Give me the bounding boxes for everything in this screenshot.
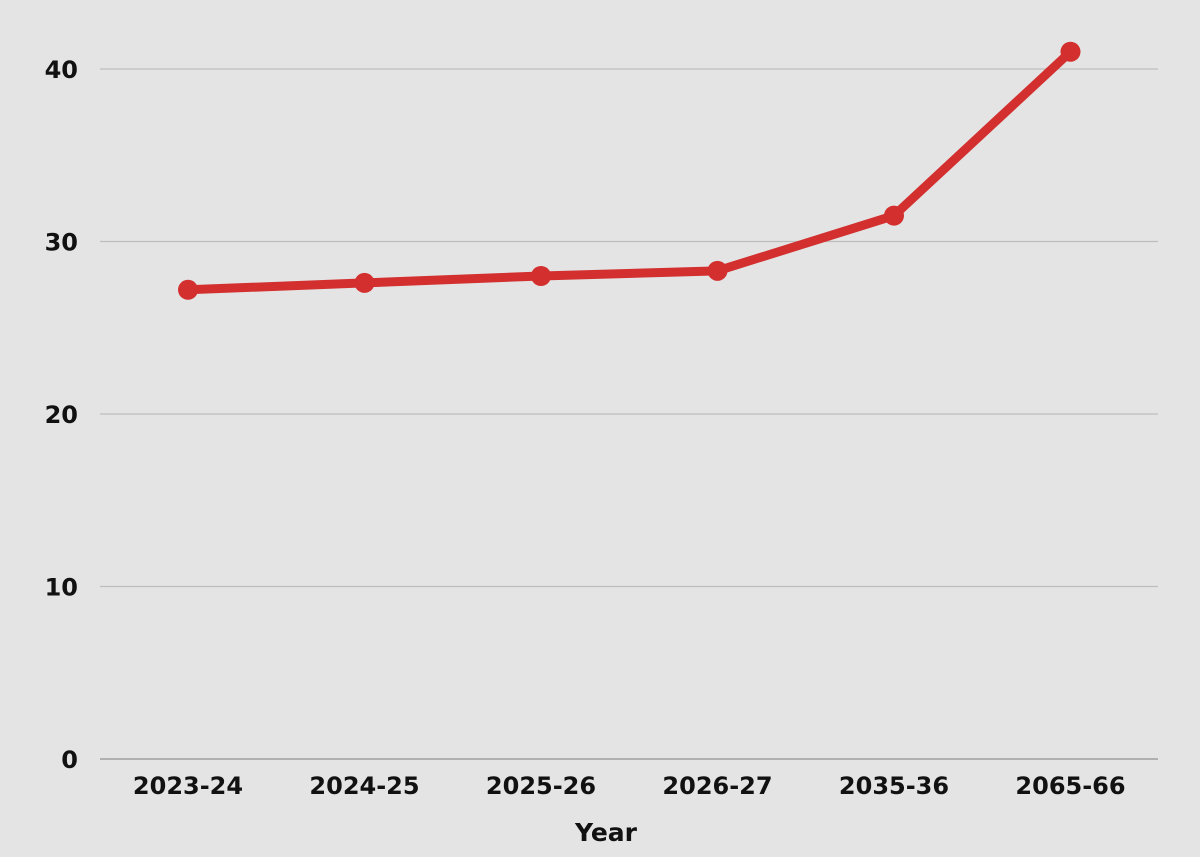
y-tick-label-0: 0: [61, 746, 78, 774]
data-point-2023-24: [178, 279, 198, 300]
x-tick-label-2035-36: 2035-36: [839, 772, 949, 800]
x-tick-label-2025-26: 2025-26: [486, 772, 596, 800]
data-point-2026-27: [707, 260, 728, 281]
y-tick-label-10: 10: [45, 574, 78, 602]
data-point-2024-25: [354, 272, 375, 293]
x-axis-ticks: 2023-24 2024-25 2025-26 2026-27 2035-36 2065-…: [133, 772, 1126, 800]
grid-layer: [100, 68, 1158, 760]
y-tick-label-20: 20: [45, 401, 78, 429]
data-point-2035-36: [884, 205, 904, 226]
x-tick-label-2024-25: 2024-25: [309, 772, 419, 800]
data-point-2025-26: [531, 266, 551, 286]
series-layer: [178, 41, 1081, 300]
y-tick-label-40: 40: [45, 56, 78, 84]
x-tick-label-2023-24: 2023-24: [133, 772, 243, 800]
y-tick-label-30: 30: [45, 229, 78, 257]
y-axis-ticks: 0 10 20 30 40: [45, 56, 78, 774]
x-tick-label-2026-27: 2026-27: [662, 772, 772, 800]
data-point-2065-66: [1060, 41, 1081, 62]
x-axis-title: Year: [574, 818, 638, 847]
series-line-0: [183, 47, 1075, 295]
x-tick-label-2065-66: 2065-66: [1015, 772, 1125, 800]
